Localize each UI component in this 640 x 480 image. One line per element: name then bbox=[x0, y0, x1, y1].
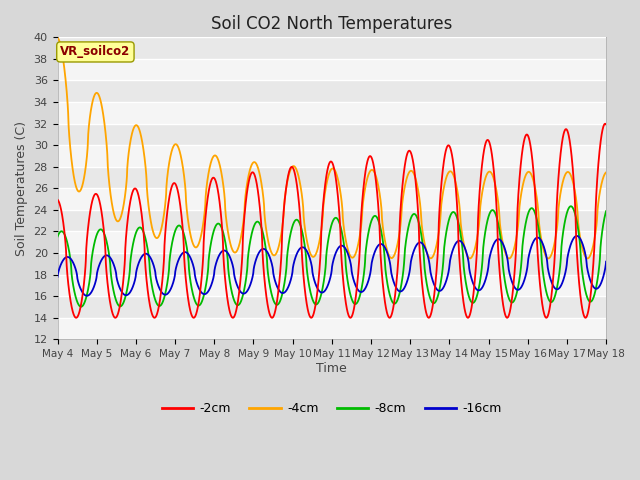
X-axis label: Time: Time bbox=[316, 362, 347, 375]
Legend: -2cm, -4cm, -8cm, -16cm: -2cm, -4cm, -8cm, -16cm bbox=[157, 397, 507, 420]
Bar bbox=[58, 253, 606, 275]
Bar bbox=[58, 275, 606, 296]
Bar bbox=[58, 37, 606, 59]
Bar bbox=[58, 296, 606, 318]
Y-axis label: Soil Temperatures (C): Soil Temperatures (C) bbox=[15, 121, 28, 256]
Bar bbox=[58, 81, 606, 102]
Bar bbox=[58, 145, 606, 167]
Bar bbox=[58, 188, 606, 210]
Bar bbox=[58, 167, 606, 188]
Bar bbox=[58, 210, 606, 231]
Bar bbox=[58, 318, 606, 339]
Text: VR_soilco2: VR_soilco2 bbox=[60, 46, 131, 59]
Bar bbox=[58, 59, 606, 81]
Bar bbox=[58, 124, 606, 145]
Bar bbox=[58, 102, 606, 124]
Bar bbox=[58, 231, 606, 253]
Title: Soil CO2 North Temperatures: Soil CO2 North Temperatures bbox=[211, 15, 452, 33]
